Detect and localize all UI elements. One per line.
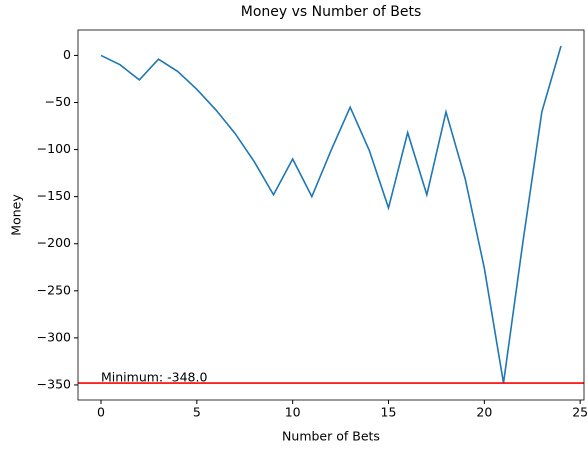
- y-tick-label: −200: [37, 235, 71, 250]
- x-tick-label: 20: [476, 405, 492, 420]
- x-tick-label: 5: [193, 405, 201, 420]
- y-tick-label: −100: [37, 141, 71, 156]
- data-line: [100, 45, 562, 384]
- y-tick-label: −50: [45, 94, 71, 109]
- annotation: Minimum: -348.0: [101, 370, 207, 385]
- x-tick-label: 10: [285, 405, 301, 420]
- x-tick-label: 0: [97, 405, 105, 420]
- y-tick-label: 0: [63, 47, 71, 62]
- chart-title: Money vs Number of Bets: [241, 4, 422, 20]
- plot-frame: [77, 29, 585, 401]
- y-tick-label: −300: [37, 329, 71, 344]
- y-tick-label: −150: [37, 188, 71, 203]
- x-tick-label: 15: [381, 405, 397, 420]
- x-tick-label: 25: [572, 405, 588, 420]
- x-axis-label: Number of Bets: [282, 429, 380, 444]
- y-axis-label: Money: [9, 194, 24, 236]
- y-tick-label: −350: [37, 376, 71, 391]
- y-tick-label: −250: [37, 282, 71, 297]
